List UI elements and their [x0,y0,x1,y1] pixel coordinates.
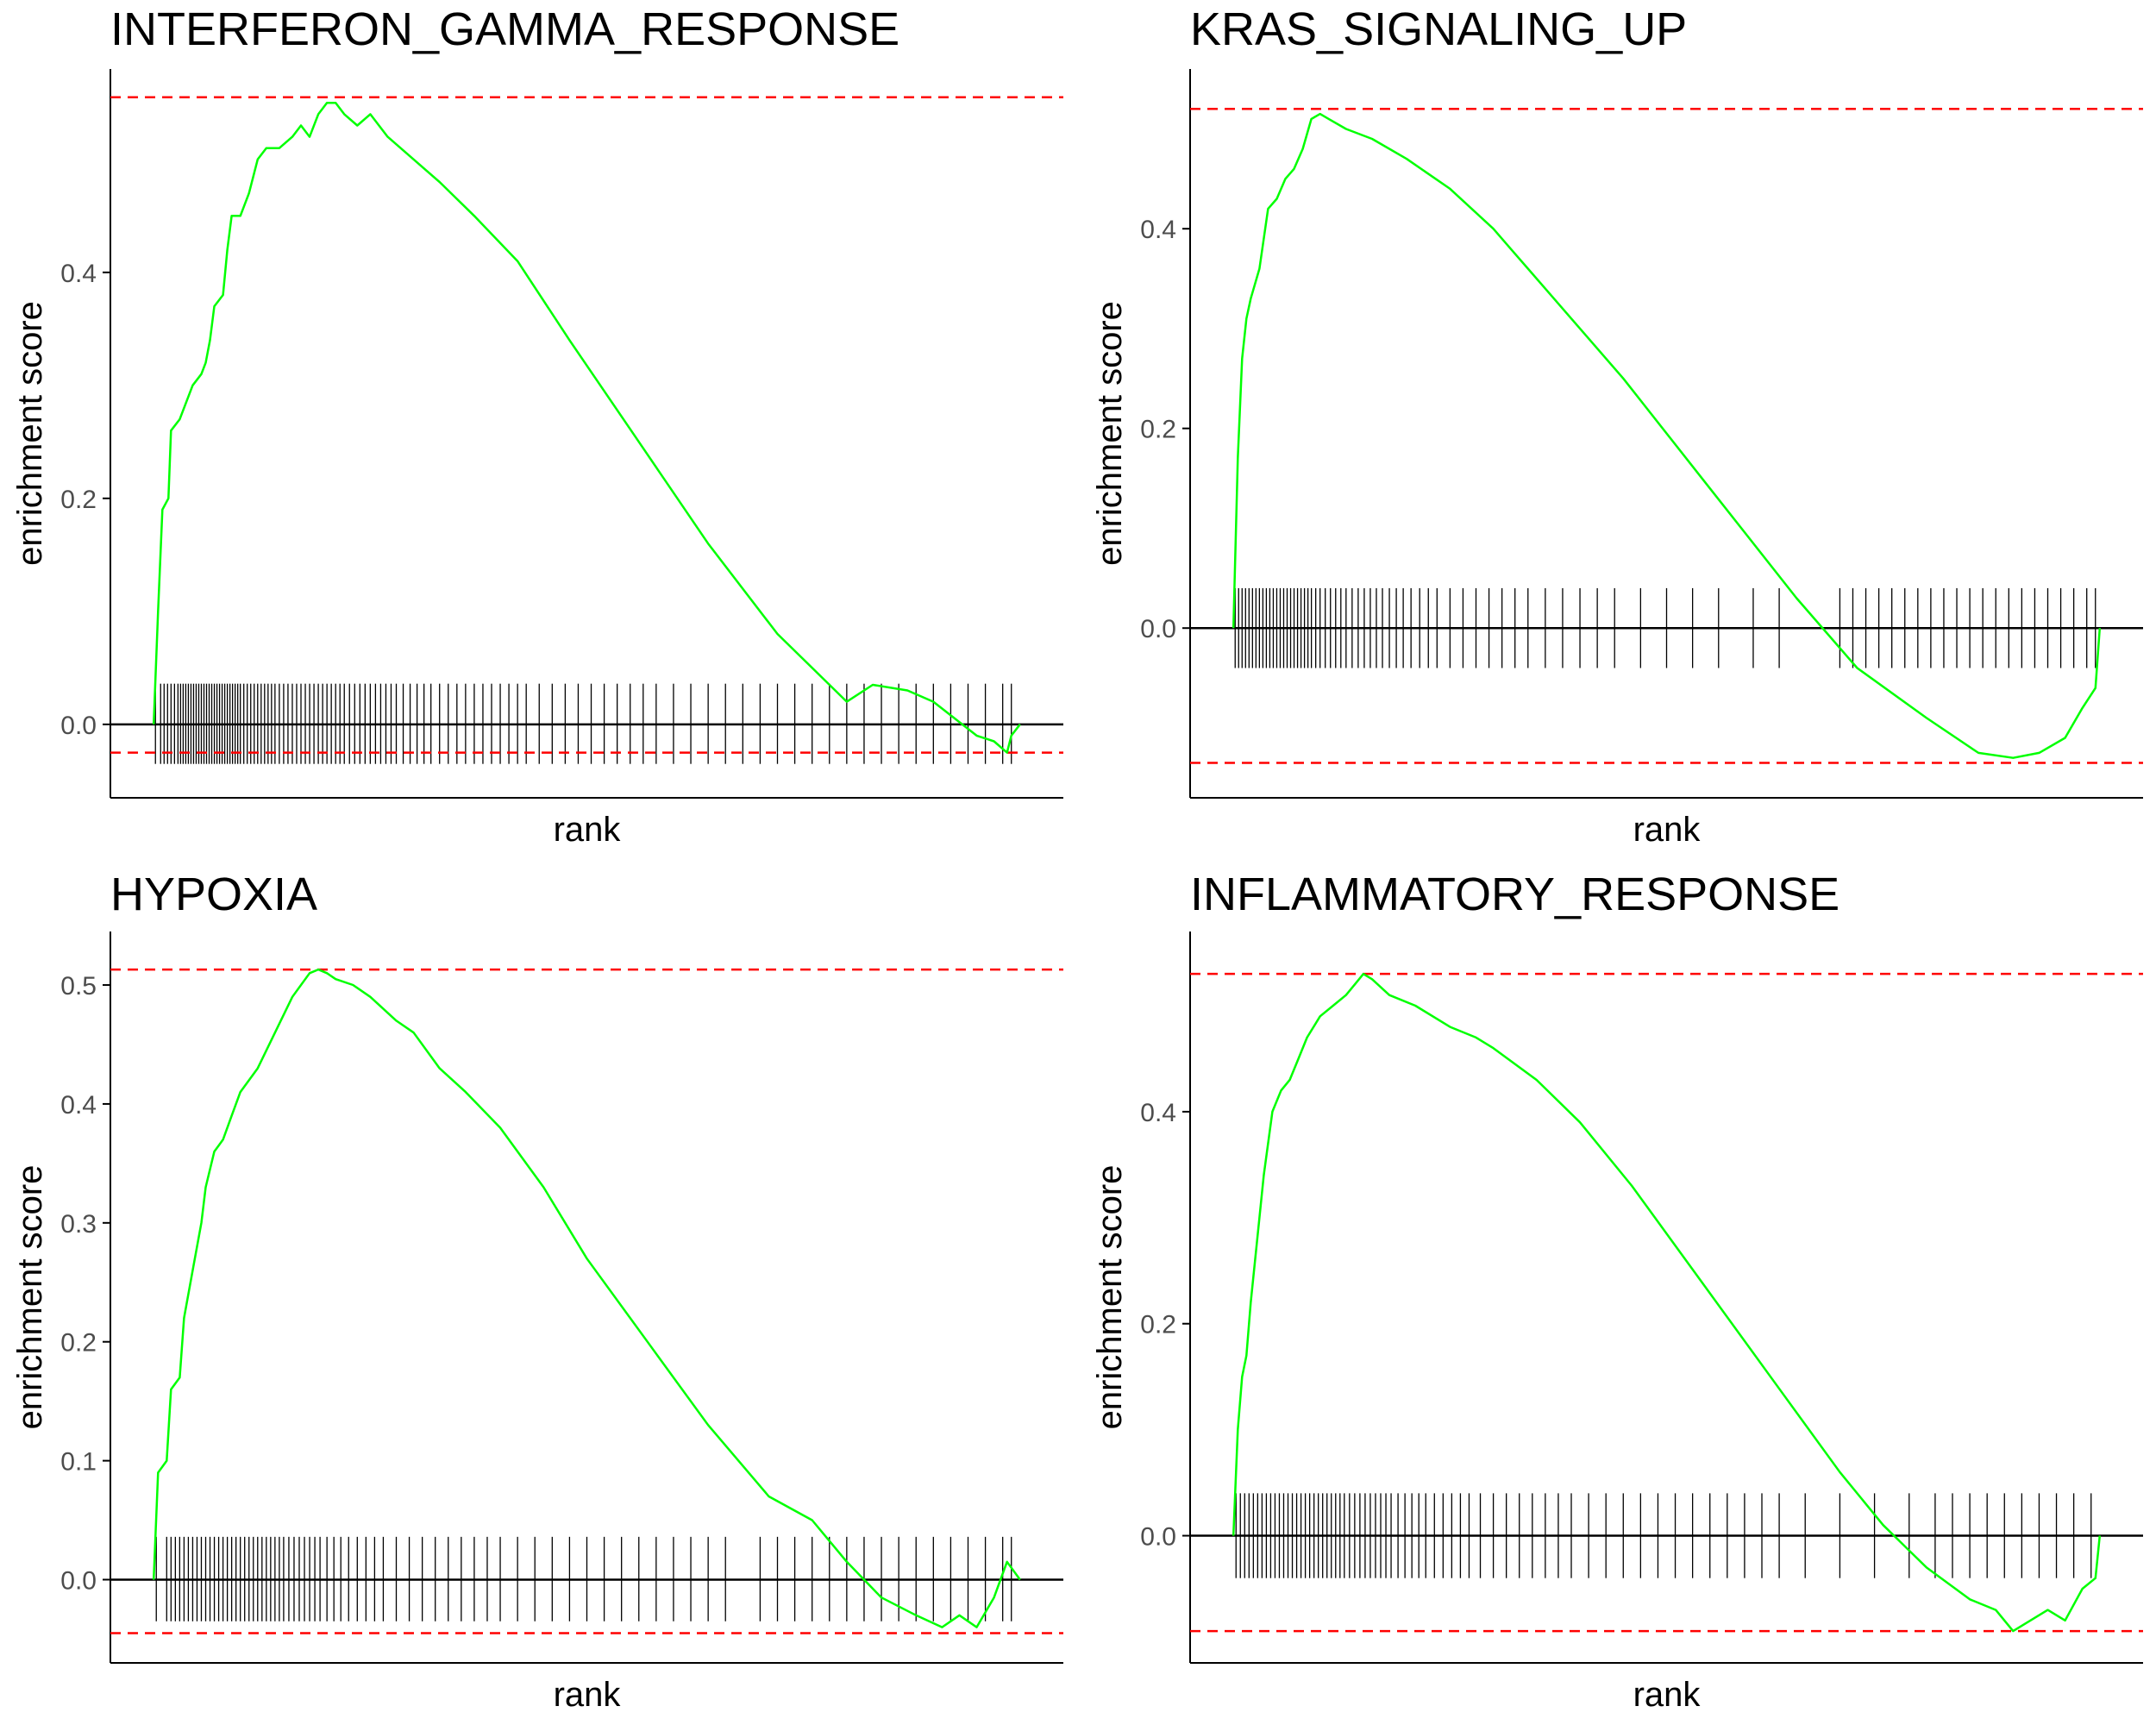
panel-title: HYPOXIA [110,869,317,920]
x-axis-label: rank [1633,1676,1702,1714]
y-tick-label: 0.1 [60,1448,97,1477]
y-tick-label: 0.2 [60,486,97,514]
y-tick-label: 0.4 [60,260,97,288]
y-tick-label: 0.4 [1140,1099,1176,1127]
panel-kras-signaling-up: KRAS_SIGNALING_UP 0.0 0.2 0.4 rank enrichment… [1091,3,2143,849]
y-tick-label: 0.4 [1140,216,1176,244]
panel-title: INTERFERON_GAMMA_RESPONSE [110,3,899,55]
y-tick-label: 0.3 [60,1210,97,1239]
panel-title: KRAS_SIGNALING_UP [1190,3,1687,55]
y-tick-label: 0.0 [1140,615,1176,643]
y-tick-label: 0.5 [60,972,97,1000]
y-tick-label: 0.4 [60,1091,97,1120]
y-tick-label: 0.0 [1140,1523,1176,1552]
y-tick-label: 0.0 [60,712,97,740]
enrichment-curve [1232,112,2102,759]
panel-interferon-gamma: INTERFERON_GAMMA_RESPONSE 0.0 0.2 0.4 rank en… [11,3,1063,849]
y-axis-label: enrichment score [1091,301,1129,566]
panel-title: INFLAMMATORY_RESPONSE [1190,869,1839,920]
y-axis-label: enrichment score [1091,1165,1129,1430]
x-axis-label: rank [554,1676,622,1714]
enrichment-curve [152,968,1021,1628]
x-axis-label: rank [554,811,622,849]
y-tick-label: 0.0 [60,1566,97,1595]
y-axis-label: enrichment score [11,301,49,566]
x-axis-label: rank [1633,811,1702,849]
panel-hypoxia: HYPOXIA 0.0 0.1 0.2 0.3 0.4 0.5 rank enrichment … [11,869,1063,1714]
y-tick-label: 0.2 [60,1329,97,1358]
panel-inflammatory-response: INFLAMMATORY_RESPONSE 0.0 0.2 0.4 rank enrich… [1091,869,2143,1714]
y-axis-label: enrichment score [11,1165,49,1430]
y-tick-label: 0.2 [1140,416,1176,444]
enrichment-curve [1232,972,2102,1633]
y-tick-label: 0.2 [1140,1311,1176,1339]
enrichment-curve [152,102,1021,754]
